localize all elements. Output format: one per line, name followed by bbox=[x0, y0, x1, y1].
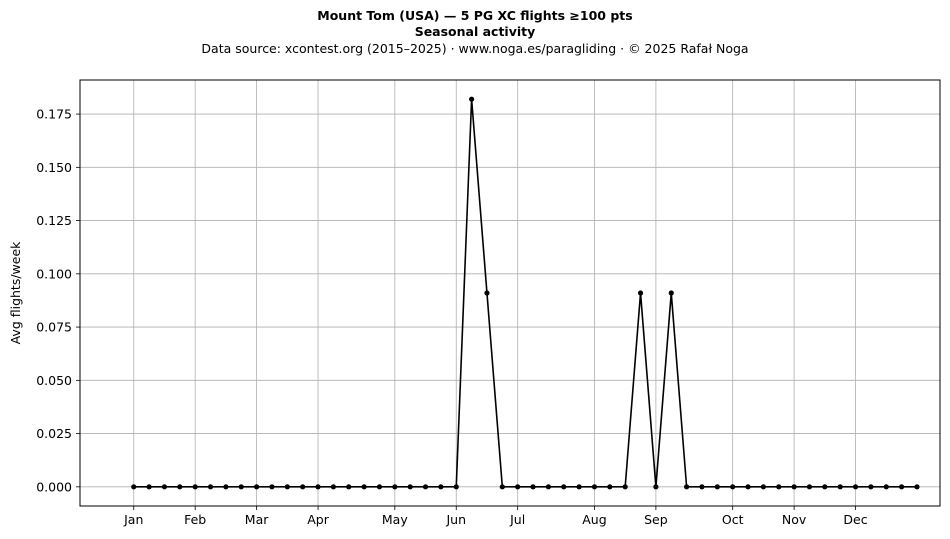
data-point bbox=[745, 484, 751, 490]
data-point bbox=[146, 484, 152, 490]
chart-title: Mount Tom (USA) — 5 PG XC flights ≥100 p… bbox=[317, 8, 633, 23]
x-tick-label: Apr bbox=[307, 512, 329, 527]
data-point bbox=[576, 484, 582, 490]
data-point bbox=[883, 484, 889, 490]
data-point bbox=[300, 484, 306, 490]
series-line bbox=[133, 98, 917, 488]
x-tick-label: Aug bbox=[582, 512, 606, 527]
y-tick-label: 0.175 bbox=[36, 107, 72, 122]
chart-title-block: Mount Tom (USA) — 5 PG XC flights ≥100 p… bbox=[0, 8, 950, 57]
data-point bbox=[776, 484, 782, 490]
data-point bbox=[591, 484, 598, 490]
data-point bbox=[499, 484, 505, 490]
data-point bbox=[484, 290, 490, 296]
data-point bbox=[422, 484, 429, 490]
data-point bbox=[561, 484, 567, 490]
data-point bbox=[530, 484, 536, 490]
data-point bbox=[346, 484, 352, 490]
data-point bbox=[192, 484, 198, 490]
plot-frame bbox=[79, 79, 941, 507]
data-point bbox=[622, 484, 628, 490]
y-tick-label: 0.150 bbox=[36, 160, 72, 175]
data-point bbox=[469, 96, 475, 102]
x-tick-label: May bbox=[382, 512, 408, 527]
data-point bbox=[806, 484, 813, 490]
data-point bbox=[515, 484, 521, 490]
data-point bbox=[254, 484, 260, 490]
data-point bbox=[269, 484, 275, 490]
data-point bbox=[760, 484, 766, 490]
data-point bbox=[868, 484, 874, 490]
x-tick-label: Feb bbox=[184, 512, 206, 527]
x-tick-label: Jan bbox=[123, 512, 143, 527]
y-tick-label: 0.100 bbox=[36, 266, 72, 281]
data-point bbox=[637, 290, 644, 296]
chart-source-note: Data source: xcontest.org (2015–2025) · … bbox=[201, 41, 749, 56]
data-point bbox=[668, 290, 674, 296]
data-point bbox=[714, 484, 720, 490]
data-point bbox=[914, 484, 920, 490]
data-point bbox=[207, 484, 214, 490]
data-point bbox=[607, 484, 613, 490]
data-point bbox=[791, 484, 797, 490]
data-point bbox=[837, 484, 843, 490]
data-point bbox=[545, 484, 551, 490]
y-axis-label: Avg flights/week bbox=[8, 241, 23, 345]
data-point bbox=[392, 484, 398, 490]
data-point bbox=[177, 484, 183, 490]
x-tick-label: Nov bbox=[782, 512, 807, 527]
data-point bbox=[223, 484, 229, 490]
data-point bbox=[653, 484, 659, 490]
data-point bbox=[131, 484, 137, 490]
x-tick-label: Sep bbox=[644, 512, 668, 527]
data-point bbox=[376, 484, 383, 490]
x-tick-label: Dec bbox=[843, 512, 867, 527]
data-point bbox=[330, 484, 336, 490]
x-tick-label: Mar bbox=[245, 512, 269, 527]
data-point bbox=[238, 484, 244, 490]
data-point bbox=[361, 484, 367, 490]
data-point bbox=[730, 484, 736, 490]
x-tick-label: Jun bbox=[445, 512, 466, 527]
data-point bbox=[161, 484, 168, 490]
data-point bbox=[315, 484, 321, 490]
data-point bbox=[284, 484, 290, 490]
data-point bbox=[453, 484, 459, 490]
x-tick-label: Jul bbox=[509, 512, 525, 527]
y-tick-label: 0.075 bbox=[36, 320, 72, 335]
y-tick-label: 0.125 bbox=[36, 213, 72, 228]
data-point bbox=[899, 484, 905, 490]
chart-subtitle: Seasonal activity bbox=[414, 24, 536, 39]
data-point bbox=[407, 484, 413, 490]
data-point bbox=[822, 484, 828, 490]
y-tick-label: 0.050 bbox=[36, 373, 72, 388]
x-tick-label: Oct bbox=[722, 512, 744, 527]
data-point bbox=[699, 484, 705, 490]
data-point bbox=[684, 484, 690, 490]
y-tick-label: 0.000 bbox=[36, 479, 72, 494]
data-point bbox=[852, 484, 859, 490]
y-tick-label: 0.025 bbox=[36, 426, 72, 441]
data-point bbox=[438, 484, 444, 490]
